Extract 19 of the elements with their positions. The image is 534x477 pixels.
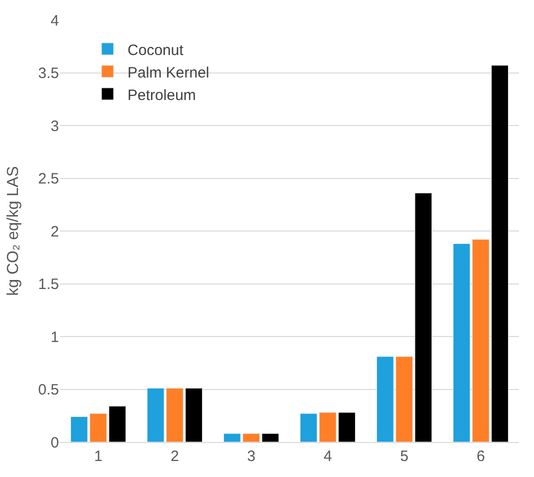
x-tick-label: 4 xyxy=(324,448,332,465)
y-tick-label: 0.5 xyxy=(38,382,59,398)
legend-label: Petroleum xyxy=(128,86,196,104)
legend-label: Coconut xyxy=(128,42,184,59)
y-tick-label: 3 xyxy=(50,118,59,135)
y-tick-label: 1 xyxy=(50,328,59,346)
y-tick-label: 2.5 xyxy=(38,170,59,188)
x-tick-label: 2 xyxy=(170,448,179,465)
y-tick-label: 4 xyxy=(50,12,59,30)
x-tick-label: 1 xyxy=(94,448,102,465)
y-tick-label: 0 xyxy=(50,434,59,452)
y-tick-label: 2 xyxy=(50,223,59,240)
legend-label: Palm Kernel xyxy=(128,64,210,82)
x-tick-label: 6 xyxy=(476,448,485,465)
y-tick-label: 3.5 xyxy=(38,65,59,82)
x-tick-label: 5 xyxy=(400,448,408,465)
x-tick-label: 3 xyxy=(247,448,256,465)
y-tick-label: 1.5 xyxy=(38,276,59,293)
y-axis-title: kg CO₂ eq/kg LAS xyxy=(5,166,22,296)
